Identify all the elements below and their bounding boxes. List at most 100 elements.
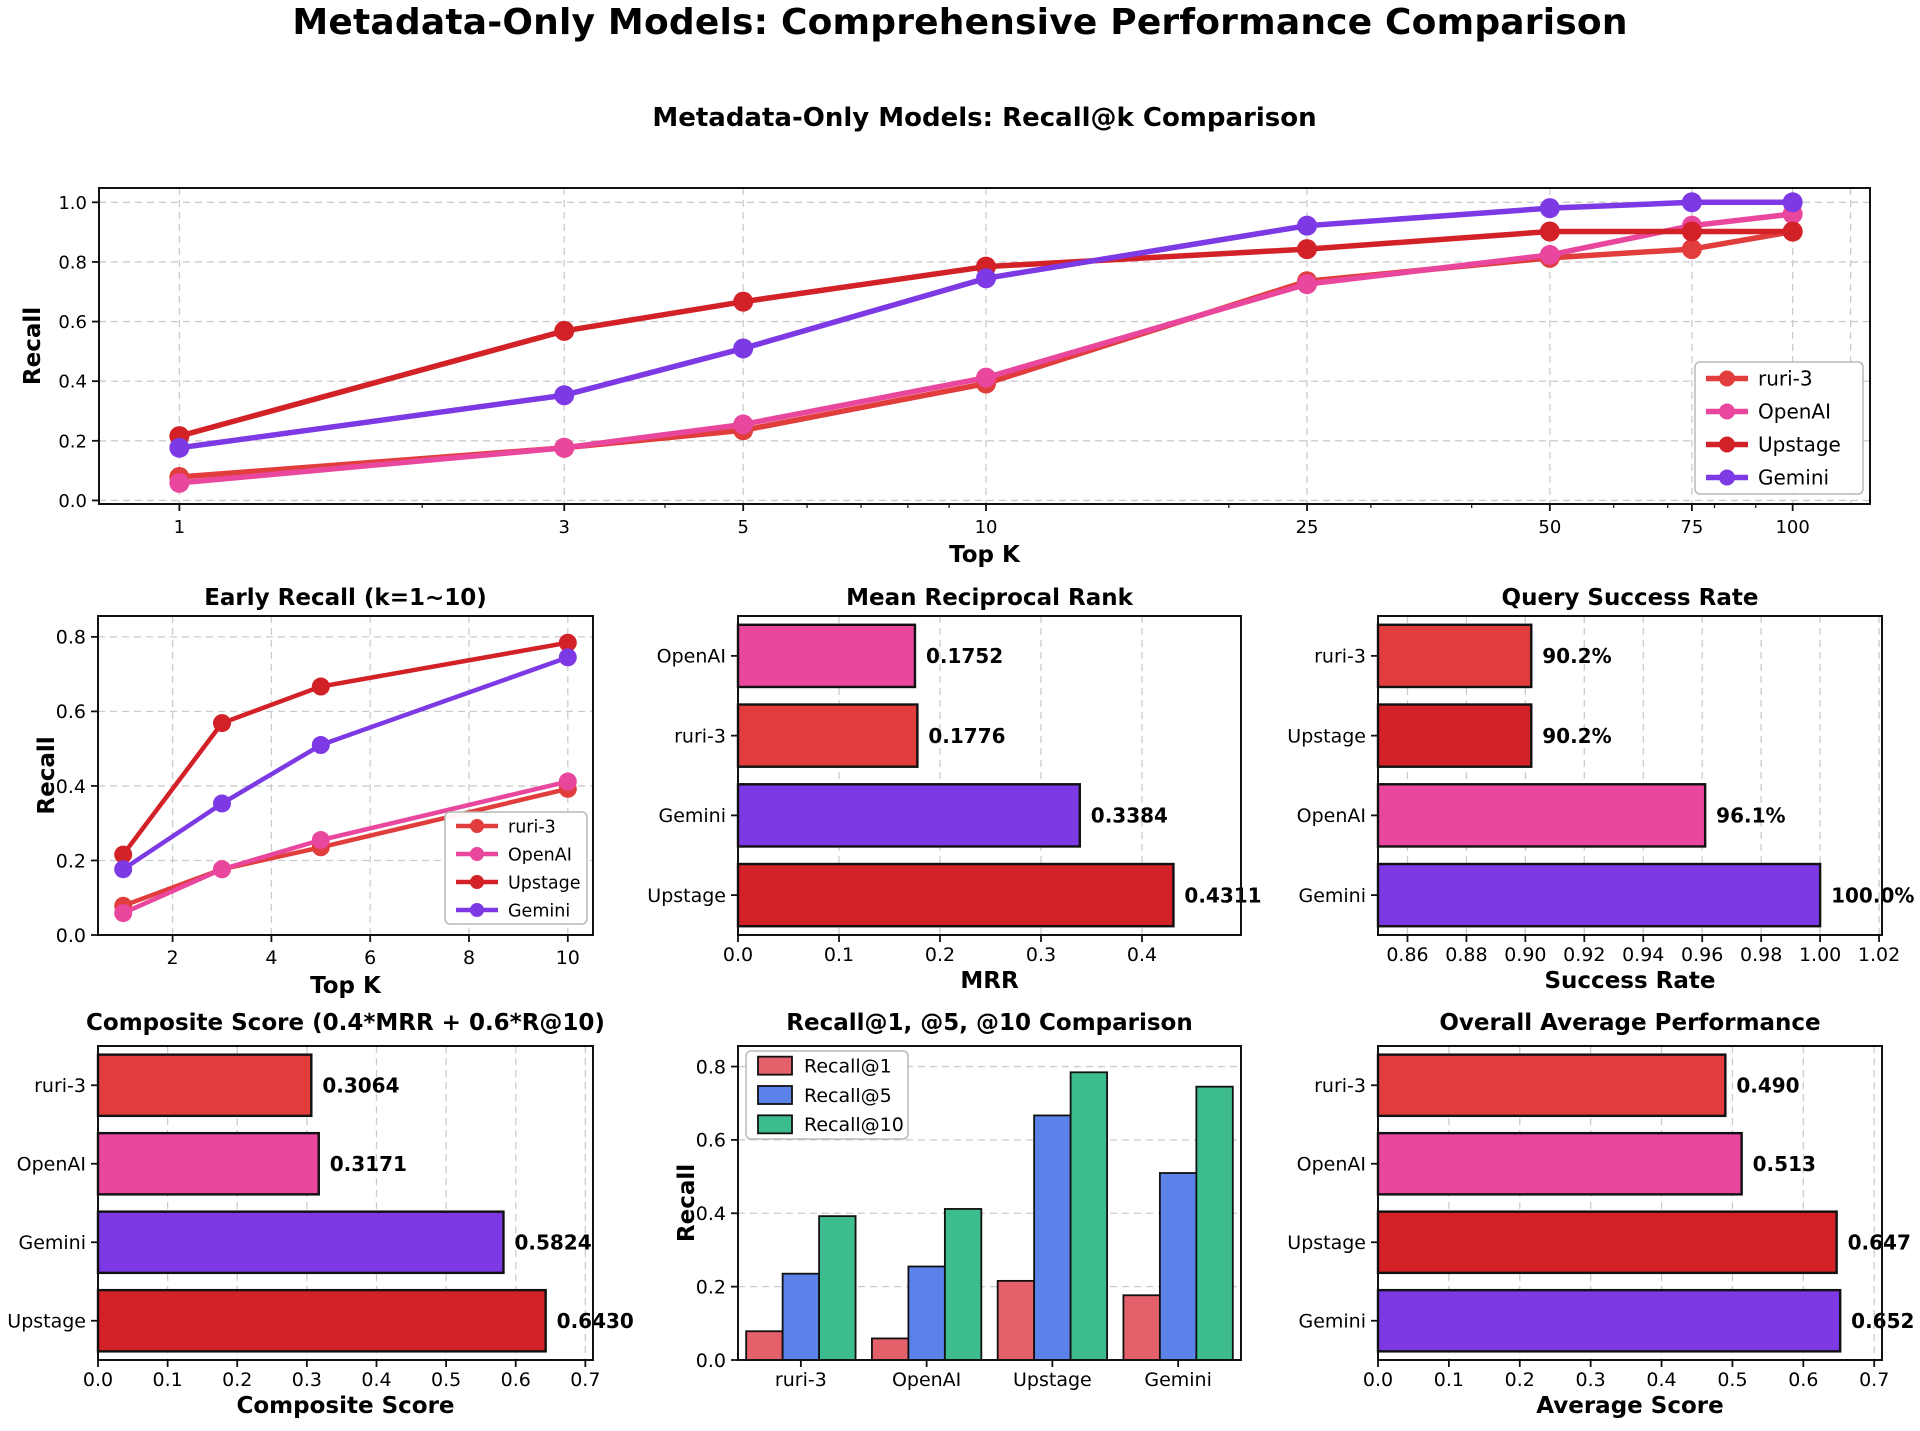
- xtick-0.6: 0.6: [1788, 1369, 1818, 1391]
- xtick-10: 10: [556, 947, 580, 969]
- value-Gemini: 0.5824: [514, 1230, 591, 1254]
- xtick-0.3: 0.3: [1026, 944, 1056, 966]
- category-OpenAI: OpenAI: [657, 646, 726, 668]
- xtick-0.96: 0.96: [1681, 944, 1723, 966]
- xtick-0.2: 0.2: [925, 944, 955, 966]
- overall-svg: Overall Average Performance ruri-3 0.490 Op…: [1287, 1010, 1914, 1419]
- legend-label-OpenAI: OpenAI: [508, 845, 572, 865]
- chart-query-success-rate: Query Success Rate ruri-3 90.2% Upstage 90.2…: [1287, 575, 1920, 1020]
- category-Upstage: Upstage: [1287, 1232, 1366, 1254]
- category-ruri-3: ruri-3: [1314, 1075, 1366, 1097]
- xtick-0.2: 0.2: [222, 1369, 252, 1391]
- legend-label-ruri-3: ruri-3: [508, 817, 556, 837]
- success-rate-svg: Query Success Rate ruri-3 90.2% Upstage 90.2…: [1287, 585, 1914, 994]
- value-Upstage: 0.647: [1848, 1230, 1911, 1254]
- chart-recall-at-k: Metadata-Only Models: Recall@k Compariso…: [16, 90, 1912, 582]
- category-OpenAI: OpenAI: [1297, 805, 1366, 827]
- recall-at-k-title: Metadata-Only Models: Recall@k Compariso…: [652, 103, 1316, 133]
- ytick-1: 1.0: [58, 193, 87, 214]
- bar-ruri-3-Recall@1: [745, 1330, 784, 1361]
- ytick-0.2: 0.2: [696, 1276, 726, 1298]
- xlabel-success-rate: Success Rate: [1544, 968, 1715, 994]
- xtick-100: 100: [1775, 517, 1809, 538]
- value-ruri-3: 0.1776: [928, 724, 1005, 748]
- legend-label-Upstage: Upstage: [508, 873, 581, 893]
- xtick-25: 25: [1296, 517, 1319, 538]
- mrr-title: Mean Reciprocal Rank: [846, 585, 1133, 611]
- composite-title: Composite Score (0.4*MRR + 0.6*R@10): [86, 1010, 605, 1036]
- xlabel-overall: Average Score: [1536, 1393, 1723, 1419]
- legend-label-Recall@5: Recall@5: [804, 1085, 892, 1107]
- xtick-1: 1: [174, 517, 185, 538]
- value-Upstage: 0.4311: [1184, 883, 1261, 907]
- ytick-0.2: 0.2: [58, 431, 87, 452]
- series-OpenAI: [114, 772, 577, 923]
- xtick-0.7: 0.7: [570, 1369, 600, 1391]
- legend-label-OpenAI: OpenAI: [1758, 400, 1831, 424]
- early-recall-title: Early Recall (k=1~10): [204, 585, 487, 611]
- bar-ruri-3-Recall@5: [781, 1272, 821, 1361]
- value-ruri-3: 0.490: [1736, 1073, 1799, 1097]
- category-ruri-3: ruri-3: [775, 1369, 827, 1391]
- xtick-0.86: 0.86: [1386, 944, 1428, 966]
- ytick-0.4: 0.4: [56, 776, 86, 798]
- category-Upstage: Upstage: [7, 1311, 86, 1333]
- category-Upstage: Upstage: [1287, 725, 1366, 747]
- ytick-0: 0.0: [696, 1350, 726, 1372]
- xtick-0.1: 0.1: [1434, 1369, 1464, 1391]
- recall-comparison-legend: Recall@1 Recall@5 Recall@10: [745, 1050, 909, 1140]
- value-Upstage: 0.6430: [557, 1309, 634, 1333]
- bar-Upstage: [1376, 1210, 1838, 1275]
- chart-mean-reciprocal-rank: Mean Reciprocal Rank OpenAI 0.1752 ruri-3 0.…: [647, 575, 1261, 1020]
- xtick-0.4: 0.4: [361, 1369, 391, 1391]
- xtick-0.88: 0.88: [1445, 944, 1487, 966]
- ytick-0.8: 0.8: [56, 627, 86, 649]
- bar-Upstage-Recall@10: [1069, 1071, 1108, 1361]
- bar-Gemini: [736, 783, 1081, 848]
- xtick-6: 6: [364, 947, 376, 969]
- xtick-50: 50: [1538, 517, 1561, 538]
- category-Gemini: Gemini: [1144, 1369, 1212, 1391]
- bar-OpenAI-Recall@1: [871, 1337, 910, 1361]
- value-OpenAI: 0.1752: [926, 644, 1003, 668]
- xtick-2: 2: [167, 947, 179, 969]
- category-Upstage: Upstage: [647, 885, 726, 907]
- xtick-0.7: 0.7: [1859, 1369, 1889, 1391]
- xtick-0.4: 0.4: [1646, 1369, 1676, 1391]
- xtick-0: 0.0: [1363, 1369, 1393, 1391]
- value-Upstage: 90.2%: [1542, 724, 1611, 748]
- bar-OpenAI: [96, 1131, 320, 1196]
- bar-ruri-3: [1376, 623, 1533, 689]
- early-recall-legend: ruri-3 OpenAI Upstage Gemini: [444, 811, 588, 925]
- category-Gemini: Gemini: [658, 805, 726, 827]
- mrr-svg: Mean Reciprocal Rank OpenAI 0.1752 ruri-3 0.…: [647, 585, 1261, 994]
- value-ruri-3: 0.3064: [322, 1073, 399, 1097]
- xtick-1.02: 1.02: [1858, 944, 1900, 966]
- xtick-0.5: 0.5: [1717, 1369, 1747, 1391]
- value-ruri-3: 90.2%: [1542, 644, 1611, 668]
- recall-comparison-title: Recall@1, @5, @10 Comparison: [786, 1010, 1192, 1036]
- series-Gemini: [114, 648, 577, 879]
- value-Gemini: 0.3384: [1091, 804, 1168, 828]
- xtick-0: 0.0: [723, 944, 753, 966]
- bar-Gemini: [96, 1210, 505, 1275]
- ytick-0.8: 0.8: [696, 1056, 726, 1078]
- bar-OpenAI-Recall@10: [943, 1208, 983, 1361]
- bar-ruri-3: [1376, 1053, 1727, 1118]
- ytick-0.4: 0.4: [58, 372, 87, 393]
- xtick-0.2: 0.2: [1505, 1369, 1535, 1391]
- recall-at-k-legend: ruri-3 OpenAI Upstage Gemini: [1694, 361, 1864, 495]
- bar-Gemini-Recall@1: [1122, 1294, 1161, 1361]
- figure-title: Metadata-Only Models: Comprehensive Perf…: [292, 2, 1628, 43]
- bar-OpenAI: [1376, 1131, 1743, 1196]
- legend-label-Gemini: Gemini: [1758, 466, 1829, 490]
- legend-label-Recall@10: Recall@10: [804, 1114, 904, 1136]
- legend-label-ruri-3: ruri-3: [1758, 367, 1813, 391]
- category-ruri-3: ruri-3: [1314, 646, 1366, 668]
- value-OpenAI: 0.3171: [330, 1152, 407, 1176]
- ylabel-early-recall: Recall: [34, 736, 60, 814]
- ytick-0.4: 0.4: [696, 1203, 726, 1225]
- category-Gemini: Gemini: [1298, 1311, 1366, 1333]
- ylabel-recall-at-k: Recall: [20, 307, 46, 385]
